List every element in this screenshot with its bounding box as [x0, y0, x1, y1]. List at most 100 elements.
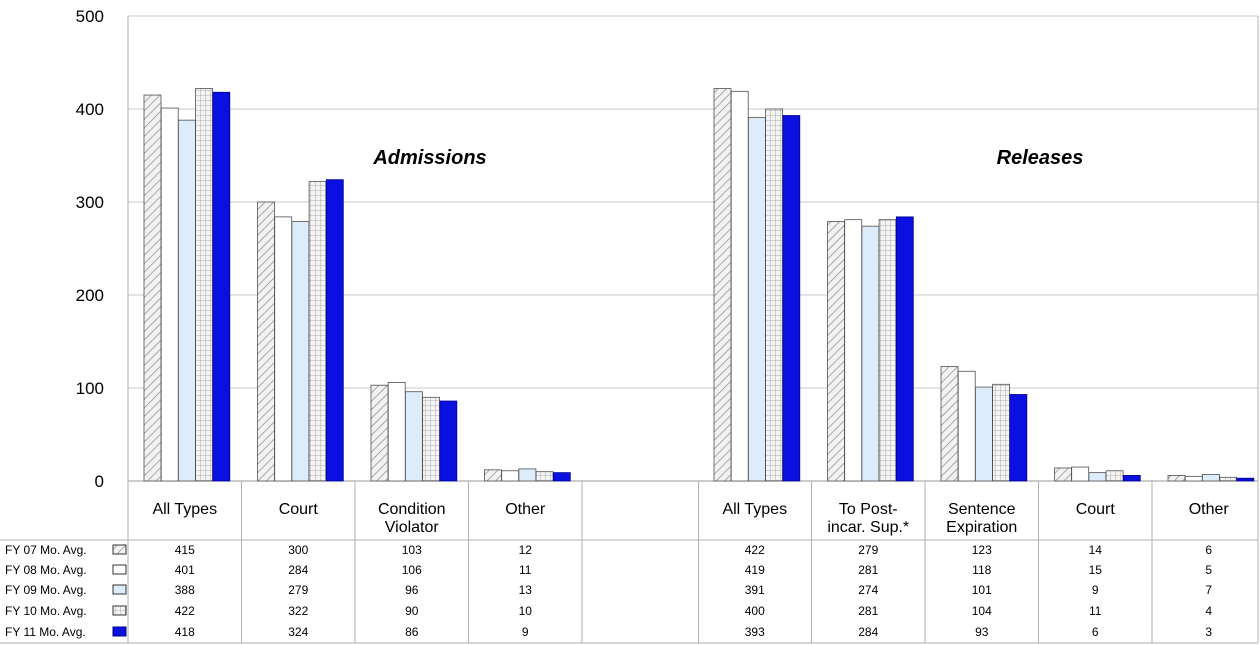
y-tick-label: 300 [76, 193, 104, 212]
data-label: 9 [522, 625, 529, 639]
data-label: 419 [745, 563, 765, 577]
bar [713, 88, 732, 482]
data-label: 422 [745, 543, 765, 557]
bar [895, 216, 914, 482]
x-tick-label: Sentence [948, 501, 1016, 518]
x-tick-label: Court [279, 501, 319, 518]
y-tick-label: 400 [76, 100, 104, 119]
x-tick-label: Other [1189, 501, 1230, 518]
bar [861, 225, 880, 482]
data-label: 6 [1205, 543, 1212, 557]
bar [143, 94, 162, 482]
data-label: 422 [175, 604, 195, 618]
bar [552, 472, 571, 482]
bar [422, 396, 441, 482]
legend-swatch [112, 564, 127, 575]
bar [940, 366, 959, 482]
bar [765, 108, 783, 482]
x-tick-label: All Types [722, 501, 787, 518]
x-tick-label: Other [505, 501, 546, 518]
bar [1088, 472, 1107, 482]
x-tick-label: Condition [378, 501, 446, 518]
data-label: 101 [972, 583, 992, 597]
data-label: 300 [288, 543, 308, 557]
data-label: 5 [1205, 563, 1212, 577]
y-tick-label: 500 [76, 7, 104, 26]
bar [195, 88, 214, 482]
legend-swatch [112, 584, 127, 595]
x-tick-label: Court [1076, 501, 1116, 518]
data-label: 279 [288, 583, 308, 597]
bar [878, 219, 897, 482]
legend-entry: FY 08 Mo. Avg. [5, 563, 87, 577]
bar [1054, 467, 1072, 482]
bar [404, 391, 423, 482]
y-tick-label: 0 [95, 472, 104, 491]
bar [325, 179, 344, 482]
bar [291, 221, 310, 482]
bar [827, 221, 845, 482]
bar [1202, 474, 1220, 482]
data-label: 118 [972, 563, 991, 577]
panel-title: Admissions [372, 147, 486, 169]
bar [957, 370, 976, 482]
legend-entry: FY 11 Mo. Avg. [5, 625, 86, 639]
x-tick-label: All Types [152, 501, 217, 518]
data-label: 284 [858, 625, 878, 639]
bar [975, 386, 993, 482]
data-label: 9 [1092, 583, 1099, 597]
data-label: 281 [858, 604, 878, 618]
bar [535, 471, 554, 482]
data-label: 7 [1205, 583, 1212, 597]
data-label: 103 [402, 543, 422, 557]
bar [1009, 394, 1028, 482]
y-tick-label: 200 [76, 286, 104, 305]
bar [518, 468, 537, 482]
data-label: 90 [405, 604, 419, 618]
x-tick-label: To Post- [839, 501, 898, 518]
legend-entry: FY 10 Mo. Avg. [5, 604, 87, 618]
bar [730, 90, 749, 482]
bar [274, 216, 293, 482]
y-tick-label: 100 [76, 379, 104, 398]
data-label: 418 [175, 625, 195, 639]
panel-title: Releases [997, 147, 1084, 169]
legend-swatch [112, 544, 127, 555]
bar [1122, 475, 1141, 482]
data-label: 14 [1089, 543, 1103, 557]
bar [484, 469, 502, 482]
bar [177, 119, 196, 482]
data-label: 393 [745, 625, 765, 639]
data-label: 93 [975, 625, 989, 639]
bar [992, 383, 1010, 482]
data-label: 3 [1205, 625, 1212, 639]
x-tick-label: Violator [385, 519, 440, 536]
bar [160, 107, 179, 482]
legend-entry: FY 07 Mo. Avg. [5, 543, 87, 557]
x-tick-label: incar. Sup.* [827, 519, 909, 536]
data-label: 322 [288, 604, 308, 618]
data-label: 281 [858, 563, 878, 577]
data-label: 415 [175, 543, 195, 557]
bar [370, 384, 389, 482]
data-label: 4 [1205, 604, 1212, 618]
legend-entry: FY 09 Mo. Avg. [5, 583, 87, 597]
data-label: 15 [1089, 563, 1103, 577]
bar [212, 91, 231, 482]
bar [439, 400, 458, 482]
data-label: 11 [519, 563, 532, 577]
bar [1167, 475, 1186, 482]
bar [257, 201, 275, 482]
bar [782, 115, 801, 482]
data-label: 284 [288, 563, 308, 577]
data-label: 400 [745, 604, 765, 618]
bar [1219, 476, 1237, 482]
data-label: 6 [1092, 625, 1099, 639]
legend-swatch [112, 605, 127, 616]
data-label: 13 [519, 583, 533, 597]
legend-swatch [112, 626, 127, 637]
data-label: 10 [519, 604, 533, 618]
data-label: 104 [972, 604, 992, 618]
